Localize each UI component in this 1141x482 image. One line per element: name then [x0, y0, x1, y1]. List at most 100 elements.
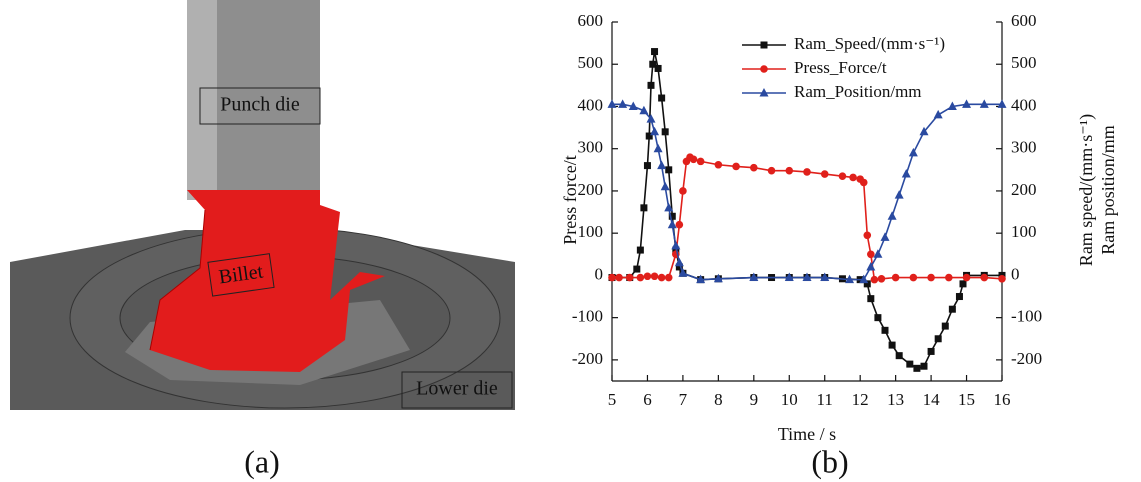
marker [760, 65, 768, 73]
marker [895, 352, 903, 360]
y2-tick-label: -100 [1011, 307, 1042, 326]
y-tick-label: 600 [578, 11, 604, 30]
marker [998, 274, 1006, 283]
marker [891, 273, 900, 282]
marker [859, 274, 869, 284]
marker [863, 280, 871, 288]
x-tick-label: 8 [714, 390, 723, 409]
caption: (a) [244, 443, 280, 479]
marker [870, 275, 879, 284]
marker [913, 364, 921, 372]
y-tick-label: 0 [595, 264, 604, 283]
x-tick-label: 12 [852, 390, 869, 409]
x-tick-label: 15 [958, 390, 975, 409]
marker [760, 41, 768, 49]
marker [980, 273, 989, 282]
marker [906, 360, 914, 368]
legend-label: Press_Force/t [794, 58, 887, 77]
marker [654, 64, 662, 72]
marker [696, 274, 706, 284]
marker [714, 160, 723, 169]
marker [636, 246, 644, 254]
y2-tick-label: 0 [1011, 264, 1020, 283]
marker [674, 257, 684, 267]
x-tick-label: 10 [781, 390, 798, 409]
y-tick-label: -100 [572, 307, 603, 326]
panel-b: (b) Time / s Press force/t Ram speed/(mm… [560, 11, 1118, 479]
marker [894, 190, 904, 199]
marker [658, 94, 666, 102]
y-axis-label: Press force/t [560, 155, 580, 244]
x-tick-label: 6 [643, 390, 652, 409]
marker [664, 202, 674, 212]
marker [849, 173, 857, 182]
marker [628, 101, 638, 110]
x-tick-label: 11 [817, 390, 833, 409]
marker [645, 132, 653, 140]
marker [667, 219, 677, 229]
marker [661, 128, 669, 136]
y-tick-label: 500 [578, 53, 604, 72]
marker [657, 273, 666, 282]
marker [696, 157, 705, 166]
x-tick-label: 7 [679, 390, 688, 409]
y2-tick-label: -200 [1011, 349, 1042, 368]
marker [908, 147, 918, 157]
marker [660, 181, 670, 191]
billet [150, 190, 385, 372]
marker [650, 126, 660, 136]
marker [888, 341, 896, 349]
marker [880, 232, 890, 241]
marker [607, 99, 617, 108]
marker [959, 280, 967, 288]
marker [608, 273, 616, 282]
marker [646, 114, 656, 123]
marker [665, 166, 673, 174]
marker [802, 272, 812, 282]
marker [933, 109, 943, 119]
marker [863, 231, 872, 240]
marker [653, 143, 663, 153]
marker [767, 166, 776, 175]
x-tick-label: 9 [750, 390, 759, 409]
legend-label: Ram_Position/mm [794, 82, 922, 101]
marker [657, 160, 667, 170]
marker [649, 60, 657, 68]
label-box [401, 371, 513, 409]
y2-axis-label: Ram position/mm [1098, 125, 1118, 255]
x-axis-label: Time / s [778, 424, 836, 444]
label-box [207, 253, 275, 297]
y2-tick-label: 100 [1011, 222, 1037, 241]
marker [962, 99, 972, 108]
x-tick-label: 5 [608, 390, 617, 409]
marker [668, 212, 676, 220]
label: Punch die [220, 94, 300, 116]
y2-axis-label: Ram speed/(mm·s⁻¹) [1076, 114, 1097, 266]
marker [955, 293, 963, 301]
y2-tick-label: 200 [1011, 180, 1037, 199]
x-tick-label: 16 [994, 390, 1011, 409]
marker [859, 178, 868, 187]
panel-a: Punch die Billet Lower die (a) [10, 0, 515, 479]
marker [671, 240, 681, 250]
marker [909, 273, 918, 282]
marker [979, 99, 989, 108]
x-tick-label: 13 [887, 390, 904, 409]
marker [618, 99, 628, 108]
label-box [199, 87, 321, 125]
y-tick-label: 100 [578, 222, 604, 241]
marker [643, 162, 651, 170]
y2-tick-label: 600 [1011, 11, 1037, 30]
marker [643, 272, 652, 281]
marker [962, 273, 971, 282]
marker [750, 163, 758, 172]
marker [867, 250, 875, 259]
marker [887, 211, 897, 220]
marker [866, 261, 876, 271]
marker [901, 169, 911, 178]
marker [941, 322, 949, 330]
y2-tick-label: 400 [1011, 95, 1037, 114]
marker [675, 220, 684, 229]
marker [784, 272, 794, 282]
